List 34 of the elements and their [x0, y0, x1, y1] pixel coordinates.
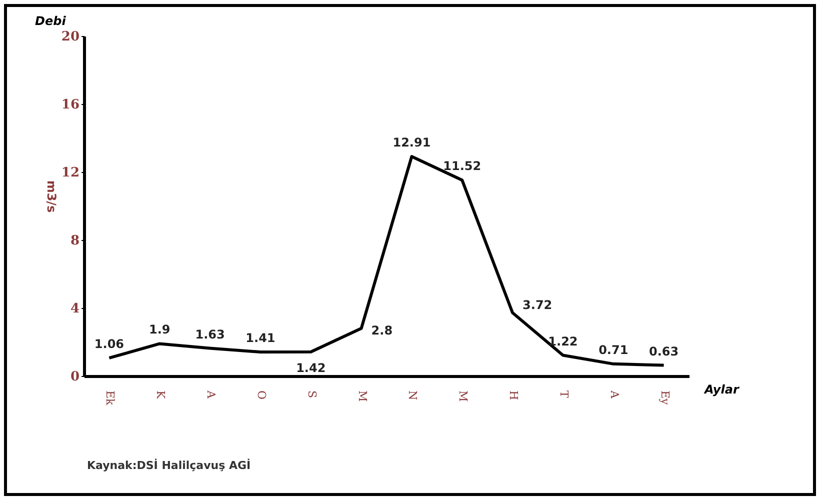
y-tick-label: 8 — [70, 234, 80, 248]
data-label: 1.9 — [148, 322, 170, 337]
y-tick-label: 12 — [61, 166, 80, 180]
x-tick-label: T — [557, 390, 570, 398]
text: Kaynak:DSİ Halilçavuş AGİ — [87, 459, 251, 472]
x-tick-label: M — [356, 390, 369, 402]
x-tick-label: A — [608, 390, 621, 400]
x-tick-label: S — [305, 390, 318, 398]
y-tick-label: 0 — [70, 370, 80, 384]
data-label: 1.22 — [548, 334, 578, 348]
x-tick-label: K — [154, 390, 168, 400]
data-label: 1.63 — [195, 327, 225, 342]
x-tick-label: H — [507, 390, 520, 400]
data-label: 11.52 — [443, 159, 482, 174]
data-label: 3.72 — [522, 298, 552, 312]
x-axis-title: Aylar — [704, 382, 740, 396]
y-tick-label: 20 — [61, 30, 80, 44]
y-axis-title: m3/s — [44, 180, 58, 213]
x-tick-label: Ek — [104, 390, 117, 406]
y-tick-label: 16 — [61, 98, 80, 112]
data-label: 0.71 — [598, 342, 628, 357]
x-tick-label: N — [406, 390, 420, 400]
y-tick-label: 4 — [70, 302, 80, 316]
data-label: 1.06 — [94, 336, 124, 351]
data-label: 0.63 — [648, 344, 679, 358]
x-tick-label: A — [204, 390, 218, 400]
data-label: 1.42 — [296, 360, 326, 375]
data-label: 2.8 — [371, 323, 393, 338]
data-label: 1.41 — [246, 331, 276, 346]
chart-title: Debi — [35, 14, 67, 28]
x-tick-label: M — [456, 390, 470, 402]
x-tick-label: O — [254, 390, 268, 400]
x-tick-label: Ey — [658, 390, 672, 406]
data-label: 12.91 — [392, 136, 431, 150]
